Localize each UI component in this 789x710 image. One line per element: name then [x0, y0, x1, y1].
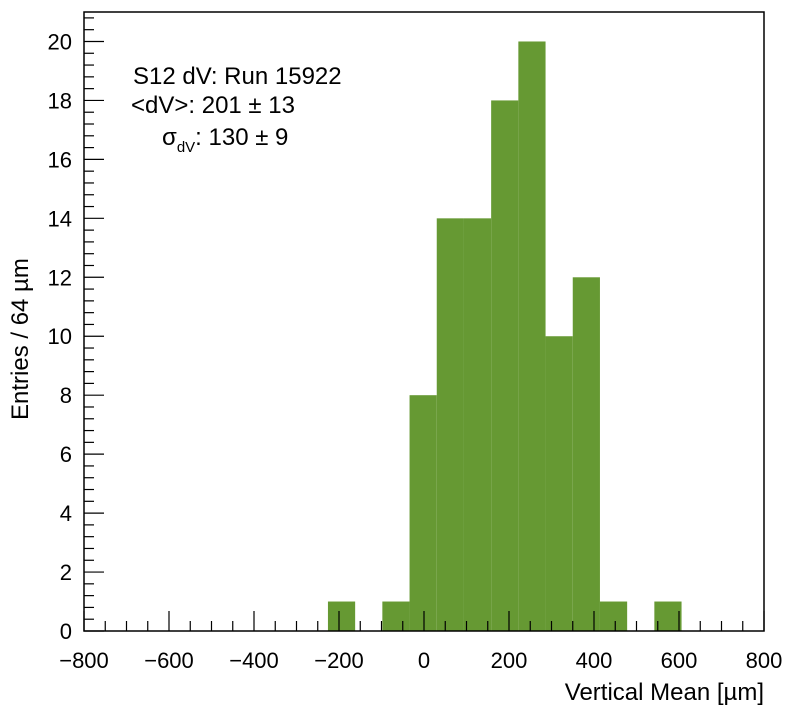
histogram-bar-8	[572, 277, 600, 631]
y-tick-label-9: 18	[48, 88, 72, 113]
y-tick-label-0: 0	[60, 619, 72, 644]
histogram-bars	[327, 41, 682, 632]
histogram-bar-3	[436, 218, 464, 632]
x-tick-label-4: 0	[418, 648, 430, 673]
y-tick-label-5: 10	[48, 324, 72, 349]
y-axis-ticks	[84, 17, 104, 632]
histogram-bar-2	[409, 395, 437, 631]
sigma-symbol: σ	[162, 124, 177, 151]
x-tick-label-8: 800	[746, 648, 783, 673]
y-tick-label-10: 20	[48, 29, 72, 54]
y-tick-label-3: 6	[60, 442, 72, 467]
x-axis-tick-labels: −800 −600 −400 −200 0 200 400 600 800	[59, 648, 782, 673]
x-axis-ticks	[83, 611, 765, 631]
annotation-sigma: σdV: 130 ± 9	[162, 124, 288, 156]
y-axis-tick-labels: 0 2 4 6 8 10 12 14 16 18 20	[48, 29, 72, 644]
histogram-bar-10	[654, 601, 682, 631]
annotation-mean: <dV>: 201 ± 13	[131, 92, 295, 119]
y-tick-label-4: 8	[60, 383, 72, 408]
x-tick-label-0: −800	[59, 648, 109, 673]
x-tick-label-7: 600	[661, 648, 698, 673]
x-tick-label-5: 200	[491, 648, 528, 673]
histogram-bar-0	[327, 601, 356, 631]
y-axis-title: Entries / 64 µm	[7, 258, 34, 420]
y-tick-label-6: 12	[48, 265, 72, 290]
sigma-subscript: dV	[177, 139, 195, 156]
y-tick-label-7: 14	[48, 206, 72, 231]
histogram-bar-5	[491, 100, 519, 631]
histogram-bar-7	[545, 336, 573, 631]
x-tick-label-1: −600	[144, 648, 194, 673]
y-tick-label-2: 4	[60, 501, 72, 526]
sigma-value: : 130 ± 9	[195, 124, 288, 151]
histogram-bar-1	[382, 601, 410, 631]
x-tick-label-3: −200	[314, 648, 364, 673]
histogram-bar-9	[599, 601, 628, 631]
x-axis-title: Vertical Mean [µm]	[565, 679, 764, 706]
y-tick-label-8: 16	[48, 147, 72, 172]
annotation-run: S12 dV: Run 15922	[133, 63, 342, 90]
y-tick-label-1: 2	[60, 560, 72, 585]
histogram-bar-6	[518, 41, 546, 631]
x-tick-label-2: −400	[229, 648, 279, 673]
stats-annotation: S12 dV: Run 15922 <dV>: 201 ± 13 σdV: 13…	[131, 63, 342, 156]
histogram-bar-4	[463, 218, 492, 632]
x-tick-label-6: 400	[576, 648, 613, 673]
